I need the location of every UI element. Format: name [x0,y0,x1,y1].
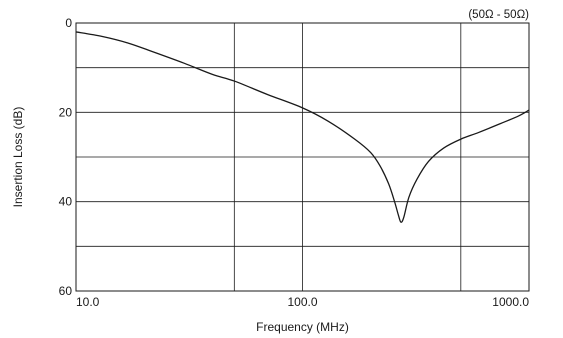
series-layer [75,31,530,223]
x-tick-label: 100.0 [287,295,317,309]
y-tick-label: 0 [65,16,72,30]
x-tick-label: 10.0 [76,295,100,309]
y-axis-label: Insertion Loss (dB) [11,107,25,208]
condition-note: (50Ω - 50Ω) [468,9,529,21]
y-tick-label: 40 [59,195,73,209]
plot-frame [75,22,530,292]
x-tick-label: 1000.0 [492,295,529,309]
grid-layer [75,22,530,292]
y-tick-label: 60 [59,284,73,298]
insertion-loss-curve [75,31,530,223]
y-tick-label: 20 [59,105,73,119]
x-axis-label: Frequency (MHz) [256,320,349,334]
